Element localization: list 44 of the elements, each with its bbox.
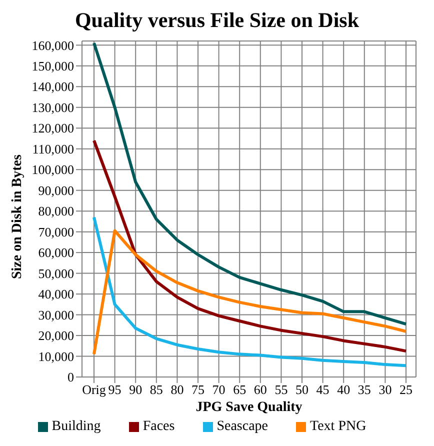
y-tick-label: 30,000: [38, 307, 74, 322]
x-tick-label: 75: [192, 382, 204, 398]
x-tick-label: 80: [170, 382, 184, 398]
x-tick-label: 25: [400, 382, 412, 398]
y-tick-label: 130,000: [32, 100, 74, 115]
y-tick-label: 110,000: [32, 141, 74, 156]
x-axis-title: JPG Save Quality: [196, 400, 302, 415]
y-tick-label: 70,000: [38, 224, 74, 240]
x-tick-label: 35: [358, 382, 371, 398]
y-tick-label: 140,000: [32, 79, 74, 94]
x-tick-label: 65: [233, 382, 246, 398]
y-tick-label: 90,000: [38, 182, 74, 198]
x-tick-label: 85: [150, 382, 163, 398]
legend-label: Text PNG: [310, 419, 366, 434]
line-series: [92, 216, 408, 368]
x-tick-label: 45: [316, 382, 330, 398]
y-tick-label: 120,000: [32, 120, 74, 136]
y-tick-label: 80,000: [38, 204, 74, 219]
x-tick-label: 40: [337, 382, 350, 398]
y-tick-label: 100,000: [32, 162, 74, 178]
y-tick-label: 0: [68, 370, 74, 385]
x-tick-label: 90: [129, 382, 142, 398]
legend-label: Faces: [142, 419, 175, 434]
y-tick-label: 40,000: [38, 286, 74, 302]
y-axis-title: Size on Disk in Bytes: [10, 154, 25, 279]
y-tick-label: 50,000: [38, 266, 74, 281]
y-tick-label: 150,000: [32, 58, 74, 74]
legend-label: Seascape: [216, 419, 268, 434]
y-tick-label: 60,000: [38, 245, 74, 260]
chart-title: Quality versus File Size on Disk: [74, 8, 360, 33]
line-series: [92, 42, 408, 326]
x-tick-label: 60: [254, 382, 267, 398]
line-series: [92, 229, 408, 356]
y-tick-label: 10,000: [38, 348, 74, 364]
x-tick-label: Orig: [82, 382, 106, 398]
x-tick-label: 70: [212, 382, 226, 398]
x-tick-label: 30: [378, 382, 392, 398]
x-tick-label: 50: [296, 382, 308, 398]
y-tick-label: 20,000: [38, 328, 74, 344]
x-tick-label: 95: [108, 382, 122, 398]
y-tick-label: 160,000: [32, 38, 74, 53]
x-tick-label: 55: [274, 382, 288, 398]
line-series: [92, 139, 408, 353]
legend-label: Building: [52, 419, 101, 434]
